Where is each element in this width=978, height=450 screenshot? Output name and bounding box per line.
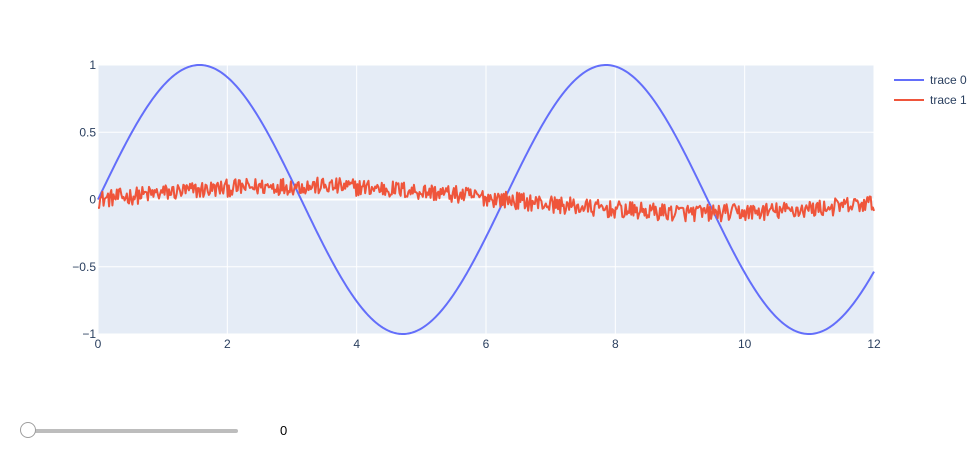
y-tick-label: 0.5: [79, 125, 96, 139]
series-layer: [97, 63, 875, 336]
x-tick-label: 8: [612, 337, 619, 351]
y-tick-label: −1: [82, 327, 96, 341]
x-tick-label: 10: [738, 337, 752, 351]
slider-track[interactable]: [28, 429, 238, 433]
slider[interactable]: [20, 422, 250, 440]
y-tick-label: 0: [89, 193, 96, 207]
x-tick-label: 4: [353, 337, 360, 351]
x-tick-label: 12: [867, 337, 881, 351]
x-tick-label: 0: [95, 337, 102, 351]
y-tick-label: 1: [89, 58, 96, 72]
x-tick-label: 6: [483, 337, 490, 351]
legend-item-0[interactable]: trace 0: [894, 73, 967, 87]
series-line-trace-0: [97, 63, 875, 336]
slider-handle[interactable]: [20, 422, 36, 438]
y-tick-label: −0.5: [72, 260, 96, 274]
tick-labels: 0 2 4 6 8 10 12 1 0.5 0 −0.5 −1: [72, 58, 881, 351]
legend-label: trace 0: [930, 73, 967, 87]
slider-value: 0: [280, 423, 288, 438]
series-line-trace-1: [97, 176, 875, 223]
legend[interactable]: trace 0 trace 1: [894, 73, 967, 107]
legend-label: trace 1: [930, 93, 967, 107]
chart-svg: 0 2 4 6 8 10 12 1 0.5 0 −0.5 −1 trace 0 trace 1: [72, 58, 967, 351]
x-tick-label: 2: [224, 337, 231, 351]
legend-item-1[interactable]: trace 1: [894, 93, 967, 107]
